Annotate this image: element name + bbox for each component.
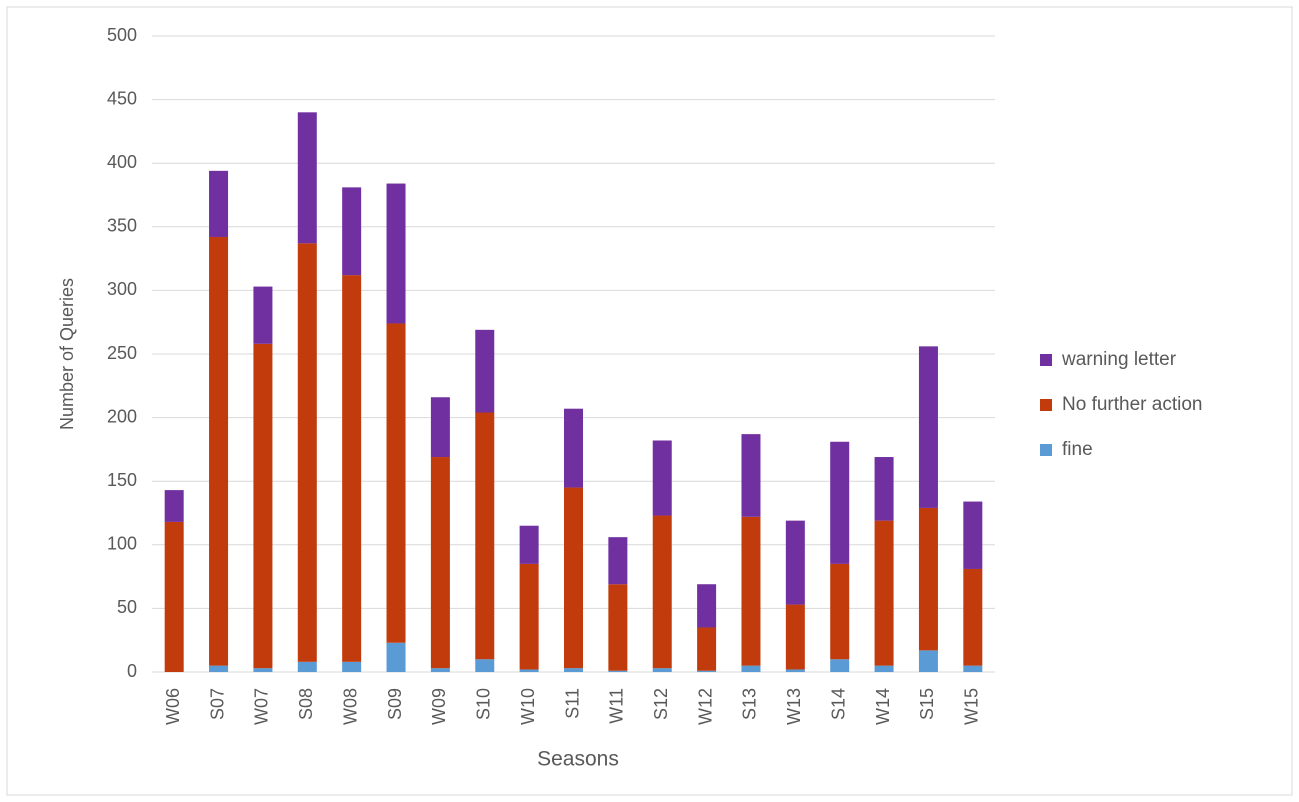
bar-segment — [519, 563, 539, 670]
bar-segment — [963, 665, 983, 672]
x-tick-label: W14 — [873, 688, 893, 725]
bar-segment — [209, 665, 229, 672]
x-tick-label: W10 — [518, 688, 538, 725]
bar-segment — [874, 665, 894, 672]
x-tick-label: W13 — [784, 688, 804, 725]
bar-segment — [697, 670, 717, 672]
x-tick-label: W09 — [429, 688, 449, 725]
legend-label: fine — [1062, 439, 1093, 460]
bar-segment — [342, 275, 362, 662]
bar-segment — [652, 440, 672, 516]
bar-segment — [564, 668, 583, 672]
x-tick-label: S08 — [296, 688, 316, 720]
bar-segment — [386, 642, 406, 672]
x-tick-label: S07 — [207, 688, 227, 720]
bar-segment — [342, 661, 362, 672]
bar-segment — [608, 537, 628, 585]
bar-segment — [475, 659, 495, 672]
bar-segment — [253, 286, 273, 344]
bar-segment — [519, 525, 539, 564]
bar-segment — [564, 487, 583, 669]
bar-segment — [342, 187, 362, 276]
bar-segment — [918, 346, 938, 508]
bar-segment — [430, 397, 450, 458]
bar-segment — [608, 670, 628, 672]
bar-segment — [963, 501, 983, 569]
bar-segment — [253, 343, 273, 669]
bar-segment — [164, 490, 184, 522]
bar-segment — [608, 584, 628, 671]
y-tick-label: 50 — [117, 597, 137, 617]
bar-segment — [918, 650, 938, 672]
bar-segment — [475, 329, 495, 413]
bar-segment — [741, 516, 761, 666]
x-tick-label: S13 — [740, 688, 760, 720]
y-tick-label: 0 — [127, 661, 137, 681]
bar-segment — [697, 627, 717, 671]
bar-segment — [564, 408, 583, 488]
bar-segment — [874, 457, 894, 521]
x-tick-label: W08 — [340, 688, 360, 725]
bar-segment — [918, 507, 938, 651]
bar-segment — [209, 236, 229, 666]
y-tick-label: 450 — [107, 88, 137, 108]
bar-segment — [519, 669, 539, 672]
x-tick-label: W12 — [695, 688, 715, 725]
bar-segment — [741, 665, 761, 672]
y-tick-label: 350 — [107, 216, 137, 236]
bar-segment — [386, 183, 406, 324]
bar-segment — [430, 668, 450, 672]
y-tick-label: 250 — [107, 343, 137, 363]
bar-segment — [164, 521, 184, 672]
bar-segment — [785, 604, 805, 670]
bar-segment — [297, 243, 317, 662]
bar-segment — [785, 520, 805, 605]
bar-segment — [785, 669, 805, 672]
bar-segment — [830, 659, 850, 672]
y-tick-label: 150 — [107, 470, 137, 490]
bar-segment — [830, 441, 850, 564]
x-axis-title: Seasons — [537, 748, 619, 771]
bar-segment — [830, 563, 850, 660]
bar-segment — [386, 323, 406, 643]
bar-segment — [741, 434, 761, 517]
y-tick-label: 200 — [107, 406, 137, 426]
x-tick-label: S10 — [474, 688, 494, 720]
x-tick-label: S09 — [385, 688, 405, 720]
bar-segment — [430, 457, 450, 669]
bar-segment — [652, 668, 672, 672]
x-tick-label: W15 — [962, 688, 982, 725]
x-tick-label: S15 — [917, 688, 937, 720]
x-tick-label: W07 — [252, 688, 272, 725]
x-tick-label: W06 — [163, 688, 183, 725]
bar-segment — [209, 170, 229, 237]
y-tick-label: 100 — [107, 534, 137, 554]
x-tick-label: S14 — [828, 688, 848, 720]
bar-segment — [297, 661, 317, 672]
bar-segment — [697, 584, 717, 628]
bar-segment — [874, 520, 894, 666]
bar-segment — [963, 568, 983, 666]
y-tick-label: 500 — [107, 25, 137, 45]
x-tick-label: S11 — [562, 688, 582, 719]
legend-swatch — [1040, 354, 1052, 366]
legend-label: warning letter — [1061, 349, 1177, 370]
legend-label: No further action — [1062, 394, 1202, 415]
legend-swatch — [1040, 444, 1052, 456]
y-axis-title: Number of Queries — [57, 278, 77, 430]
x-tick-label: W11 — [607, 688, 627, 724]
y-tick-label: 300 — [107, 279, 137, 299]
bar-segment — [475, 412, 495, 660]
x-tick-label: S12 — [651, 688, 671, 720]
bar-segment — [253, 668, 273, 672]
legend-swatch — [1040, 399, 1052, 411]
bar-segment — [297, 112, 317, 244]
y-tick-label: 400 — [107, 152, 137, 172]
bar-segment — [652, 515, 672, 669]
